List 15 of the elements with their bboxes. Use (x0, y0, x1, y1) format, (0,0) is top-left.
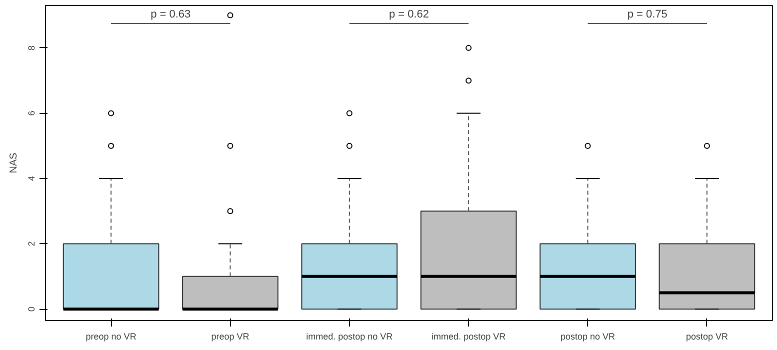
y-tick-label: 6 (26, 110, 36, 116)
x-tick-label: preop no VR (86, 332, 137, 342)
x-tick-label: postop VR (686, 332, 728, 342)
y-tick-label: 0 (26, 306, 36, 312)
x-tick-label: postop no VR (560, 332, 616, 342)
y-tick-label: 4 (26, 176, 36, 182)
x-tick-label: immed. postop no VR (306, 332, 394, 342)
y-tick-label: 8 (26, 45, 36, 50)
annotation: p = 0.63 (150, 8, 191, 20)
y-axis-title: NAS (8, 152, 20, 174)
y-tick-label: 2 (26, 241, 36, 246)
x-tick-label: preop VR (211, 332, 250, 342)
x-tick-label: immed. postop VR (432, 332, 506, 342)
annotation: p = 0.75 (627, 8, 668, 20)
annotation: p = 0.62 (388, 8, 430, 20)
